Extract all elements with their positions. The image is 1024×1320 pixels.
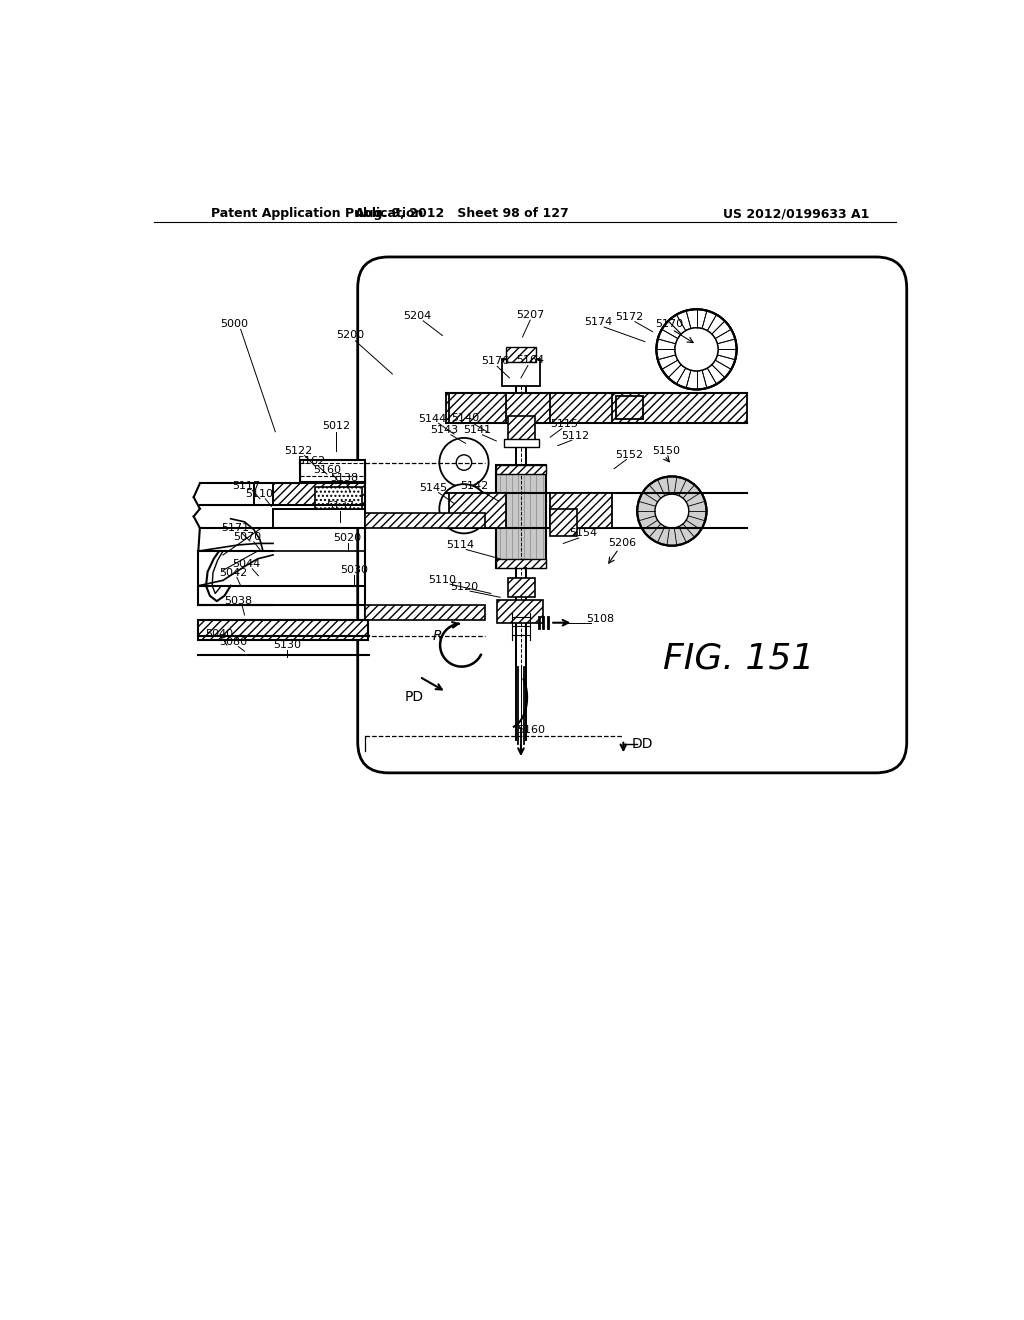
Text: 5141: 5141 [463, 425, 492, 436]
Circle shape [675, 327, 718, 371]
Text: 5030: 5030 [340, 565, 368, 576]
Text: 5040: 5040 [205, 630, 233, 639]
Text: FIG. 151: FIG. 151 [664, 642, 814, 676]
Bar [506, 347, 537, 363]
Bar [449, 393, 506, 422]
FancyBboxPatch shape [357, 257, 906, 774]
Text: 5160: 5160 [313, 465, 341, 475]
Text: 5108: 5108 [586, 614, 614, 624]
Text: 5170: 5170 [655, 319, 684, 329]
Text: 5115: 5115 [550, 418, 579, 429]
Text: 5207: 5207 [516, 310, 545, 319]
Bar [615, 396, 643, 418]
Text: 5162: 5162 [297, 455, 326, 466]
Bar [497, 465, 547, 474]
Bar [273, 508, 366, 528]
Text: 5152: 5152 [615, 450, 643, 459]
Bar [550, 393, 611, 422]
Text: 5114: 5114 [446, 540, 474, 550]
Bar [273, 483, 366, 506]
Text: 5172: 5172 [615, 312, 644, 322]
Text: 5112: 5112 [561, 430, 590, 441]
Circle shape [675, 327, 718, 371]
Bar [300, 461, 366, 482]
Text: R: R [432, 628, 441, 643]
Circle shape [439, 484, 488, 533]
Circle shape [439, 438, 488, 487]
Text: 5080: 5080 [219, 638, 247, 647]
Text: 5164: 5164 [516, 355, 544, 366]
Text: Aug. 9, 2012   Sheet 98 of 127: Aug. 9, 2012 Sheet 98 of 127 [354, 207, 568, 220]
Bar [366, 512, 484, 528]
Text: 5122: 5122 [285, 446, 312, 455]
Text: 5206: 5206 [608, 539, 636, 548]
Bar [199, 620, 368, 640]
Text: 5140: 5140 [452, 413, 479, 422]
Text: 5142: 5142 [461, 480, 488, 491]
Bar [508, 578, 535, 598]
Bar [550, 494, 611, 528]
Text: 5000: 5000 [220, 319, 249, 329]
Text: 5144: 5144 [418, 413, 446, 424]
Text: Patent Application Publication: Patent Application Publication [211, 207, 424, 220]
Text: 5120: 5120 [450, 582, 478, 591]
Circle shape [656, 309, 736, 389]
Text: 5038: 5038 [224, 597, 253, 606]
Text: 5204: 5204 [402, 312, 431, 321]
Bar [550, 508, 578, 536]
Text: 5138: 5138 [331, 473, 358, 483]
Bar [508, 416, 535, 444]
Text: 5150: 5150 [651, 446, 680, 455]
Text: 5042: 5042 [219, 568, 247, 578]
Circle shape [457, 502, 472, 516]
Text: 5070: 5070 [233, 532, 262, 543]
Bar [366, 605, 484, 620]
Text: 5137: 5137 [326, 502, 354, 511]
Text: 5110: 5110 [428, 574, 457, 585]
Bar [497, 558, 547, 568]
Text: 5110: 5110 [245, 490, 273, 499]
Bar [497, 465, 547, 568]
Text: 5160: 5160 [517, 725, 545, 735]
Text: PD: PD [404, 690, 424, 705]
Text: 5143: 5143 [431, 425, 459, 436]
Text: 5130: 5130 [272, 640, 301, 649]
Text: 5117: 5117 [232, 480, 260, 491]
Text: 5200: 5200 [336, 330, 365, 341]
Circle shape [457, 455, 472, 470]
Text: US 2012/0199633 A1: US 2012/0199633 A1 [723, 207, 869, 220]
Bar [254, 483, 273, 506]
Circle shape [637, 477, 707, 545]
Circle shape [655, 494, 689, 528]
Text: 5154: 5154 [569, 528, 597, 539]
Text: 5171: 5171 [221, 523, 249, 533]
Text: DD: DD [632, 737, 653, 751]
Circle shape [656, 309, 736, 389]
Bar [497, 599, 544, 623]
Text: 5176: 5176 [480, 356, 509, 366]
Text: 5044: 5044 [231, 560, 260, 569]
Bar [504, 440, 539, 447]
Bar [446, 393, 746, 422]
Text: 5174: 5174 [585, 317, 612, 327]
Text: 5020: 5020 [334, 533, 361, 543]
Bar [502, 359, 541, 385]
Bar [315, 487, 361, 508]
Bar [449, 494, 506, 528]
Text: 5012: 5012 [323, 421, 350, 432]
Text: 5145: 5145 [419, 483, 447, 492]
